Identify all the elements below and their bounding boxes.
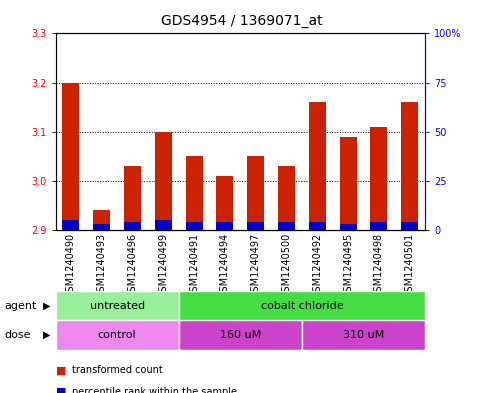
Text: ■: ■ [56, 365, 66, 375]
Bar [62, 220, 79, 230]
Text: GSM1240501: GSM1240501 [405, 233, 414, 298]
Bar [278, 166, 295, 230]
Text: ▶: ▶ [43, 330, 51, 340]
Text: untreated: untreated [89, 301, 145, 310]
Bar [93, 210, 110, 230]
Text: ■: ■ [56, 387, 66, 393]
Bar [309, 102, 326, 230]
Bar [124, 166, 141, 230]
Text: control: control [98, 330, 136, 340]
Bar [278, 222, 295, 230]
Text: transformed count: transformed count [72, 365, 163, 375]
Bar [62, 83, 79, 230]
Text: GSM1240497: GSM1240497 [251, 233, 261, 298]
Bar [340, 224, 356, 230]
Bar [124, 222, 141, 230]
Text: GSM1240499: GSM1240499 [158, 233, 168, 298]
Text: GSM1240498: GSM1240498 [374, 233, 384, 298]
Text: agent: agent [5, 301, 37, 310]
Text: GSM1240493: GSM1240493 [97, 233, 107, 298]
Text: 160 uM: 160 uM [220, 330, 261, 340]
Text: ▶: ▶ [43, 301, 51, 310]
Bar [401, 102, 418, 230]
Bar [401, 222, 418, 230]
Bar [155, 220, 172, 230]
Text: GSM1240500: GSM1240500 [282, 233, 291, 298]
Bar [216, 222, 233, 230]
Bar [216, 176, 233, 230]
Bar [247, 156, 264, 230]
Bar [370, 127, 387, 230]
Text: GSM1240491: GSM1240491 [189, 233, 199, 298]
Bar [309, 222, 326, 230]
Bar [302, 320, 425, 350]
Text: dose: dose [5, 330, 31, 340]
Text: GSM1240490: GSM1240490 [66, 233, 76, 298]
Bar [93, 224, 110, 230]
Bar [179, 291, 425, 320]
Text: GSM1240496: GSM1240496 [128, 233, 138, 298]
Bar [185, 222, 202, 230]
Text: cobalt chloride: cobalt chloride [260, 301, 343, 310]
Text: GSM1240495: GSM1240495 [343, 233, 353, 298]
Bar [155, 132, 172, 230]
Text: 310 uM: 310 uM [343, 330, 384, 340]
Bar [56, 291, 179, 320]
Text: GDS4954 / 1369071_at: GDS4954 / 1369071_at [161, 14, 322, 28]
Bar [179, 320, 302, 350]
Text: GSM1240494: GSM1240494 [220, 233, 230, 298]
Text: GSM1240492: GSM1240492 [313, 233, 322, 298]
Bar [185, 156, 202, 230]
Bar [56, 320, 179, 350]
Text: percentile rank within the sample: percentile rank within the sample [72, 387, 238, 393]
Bar [370, 222, 387, 230]
Bar [247, 222, 264, 230]
Bar [340, 136, 356, 230]
